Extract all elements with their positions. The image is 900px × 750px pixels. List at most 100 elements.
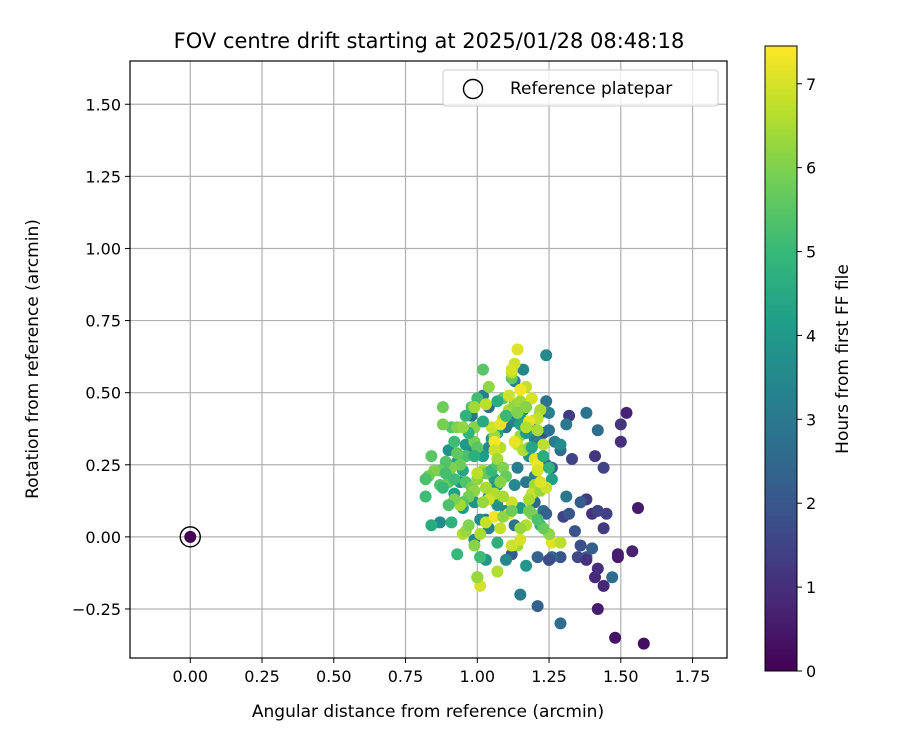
scatter-point [425,519,438,532]
scatter-point [554,617,567,630]
scatter-point [451,447,464,460]
scatter-point [614,418,627,431]
scatter-point [591,562,604,575]
scatter-point [500,409,512,422]
scatter-point [589,450,601,463]
scatter-points [419,343,650,650]
scatter-point [511,406,524,419]
scatter-point [471,571,484,584]
scatter-point [462,519,475,532]
scatter-point [591,424,604,437]
scatter-point [491,453,504,465]
scatter-point [523,493,535,506]
reference-marker [179,526,201,548]
scatter-point [560,418,573,431]
scatter-point [563,507,576,520]
scatter-point [488,435,501,448]
scatter-point [580,553,593,566]
scatter-point [477,496,489,509]
scatter-point [606,571,619,584]
y-axis-ticks: −0.25 0.00 0.25 0.50 0.75 1.00 1.25 1.50 [72,95,130,619]
scatter-point [554,551,567,564]
x-tick-label: 0.00 [172,667,208,686]
legend-box [442,69,719,107]
scatter-point [505,363,518,376]
scatter-point [491,499,504,512]
scatter-point [597,522,610,535]
scatter-point [597,461,610,474]
scatter-point [517,363,530,376]
reference-point [184,530,197,543]
scatter-point [477,450,489,463]
scatter-point [494,522,507,535]
scatter-point [597,579,610,592]
y-tick-label: 1.00 [85,239,121,258]
scatter-point [491,536,504,549]
scatter-point [520,559,533,572]
scatter-point [497,510,510,523]
scatter-point [543,553,555,566]
scatter-point [419,473,432,486]
y-tick-label: 0.75 [85,312,121,331]
scatter-point [468,450,481,463]
x-axis-ticks: 0.00 0.25 0.50 0.75 1.00 1.25 1.50 1.75 [172,658,710,686]
chart-title: FOV centre drift starting at 2025/01/28 … [174,29,685,53]
y-tick-label: −0.25 [72,600,121,619]
y-tick-label: 0.25 [85,456,121,475]
y-axis-label: Rotation from reference (arcmin) [23,219,43,499]
scatter-point [505,504,518,517]
x-tick-label: 1.00 [459,667,495,686]
scatter-point [560,490,573,503]
x-tick-label: 1.50 [603,667,639,686]
scatter-point [445,516,458,529]
scatter-point [436,401,449,414]
scatter-point [479,398,492,411]
scatter-point [523,504,535,517]
scatter-point [554,536,567,549]
scatter-point [586,542,599,555]
scatter-point [514,522,527,535]
colorbar-tick-label: 5 [806,243,816,262]
scatter-point [531,600,544,613]
y-tick-label: 0.00 [85,528,121,547]
colorbar-tick-label: 7 [806,75,816,94]
scatter-point [540,395,553,408]
scatter-point [436,481,449,494]
scatter-point [514,533,527,546]
scatter-point [537,450,550,463]
scatter-point [477,415,489,428]
scatter-point [525,392,538,405]
colorbar-tick-label: 2 [806,494,816,513]
scatter-point [511,343,524,356]
colorbar-tick-label: 1 [806,578,816,597]
scatter-point [419,490,432,503]
scatter-point [611,548,624,561]
colorbar-tick-label: 4 [806,326,816,345]
scatter-point [497,490,510,503]
scatter-point [474,528,487,540]
colorbar-ticks: 0 1 2 3 4 5 6 7 [797,75,816,681]
scatter-point [479,516,492,529]
scatter-point [568,525,581,538]
legend-marker [462,78,484,100]
scatter-point [620,406,633,419]
scatter-point [537,522,550,535]
scatter-point [494,476,507,489]
scatter-point [632,502,644,514]
colorbar-tick-label: 0 [806,662,816,681]
scatter-point [494,418,507,431]
scatter-point [488,510,501,523]
scatter-point [502,389,515,402]
scatter-point [540,349,553,362]
scatter-point [500,553,512,566]
colorbar-gradient [764,45,798,672]
scatter-point [439,467,452,480]
scatter-point [626,545,639,558]
scatter-point [609,631,622,644]
scatter-point [591,603,604,615]
scatter-point [614,435,627,448]
scatter-point [531,424,544,437]
scatter-point [514,588,527,601]
scatter-point [425,450,438,463]
